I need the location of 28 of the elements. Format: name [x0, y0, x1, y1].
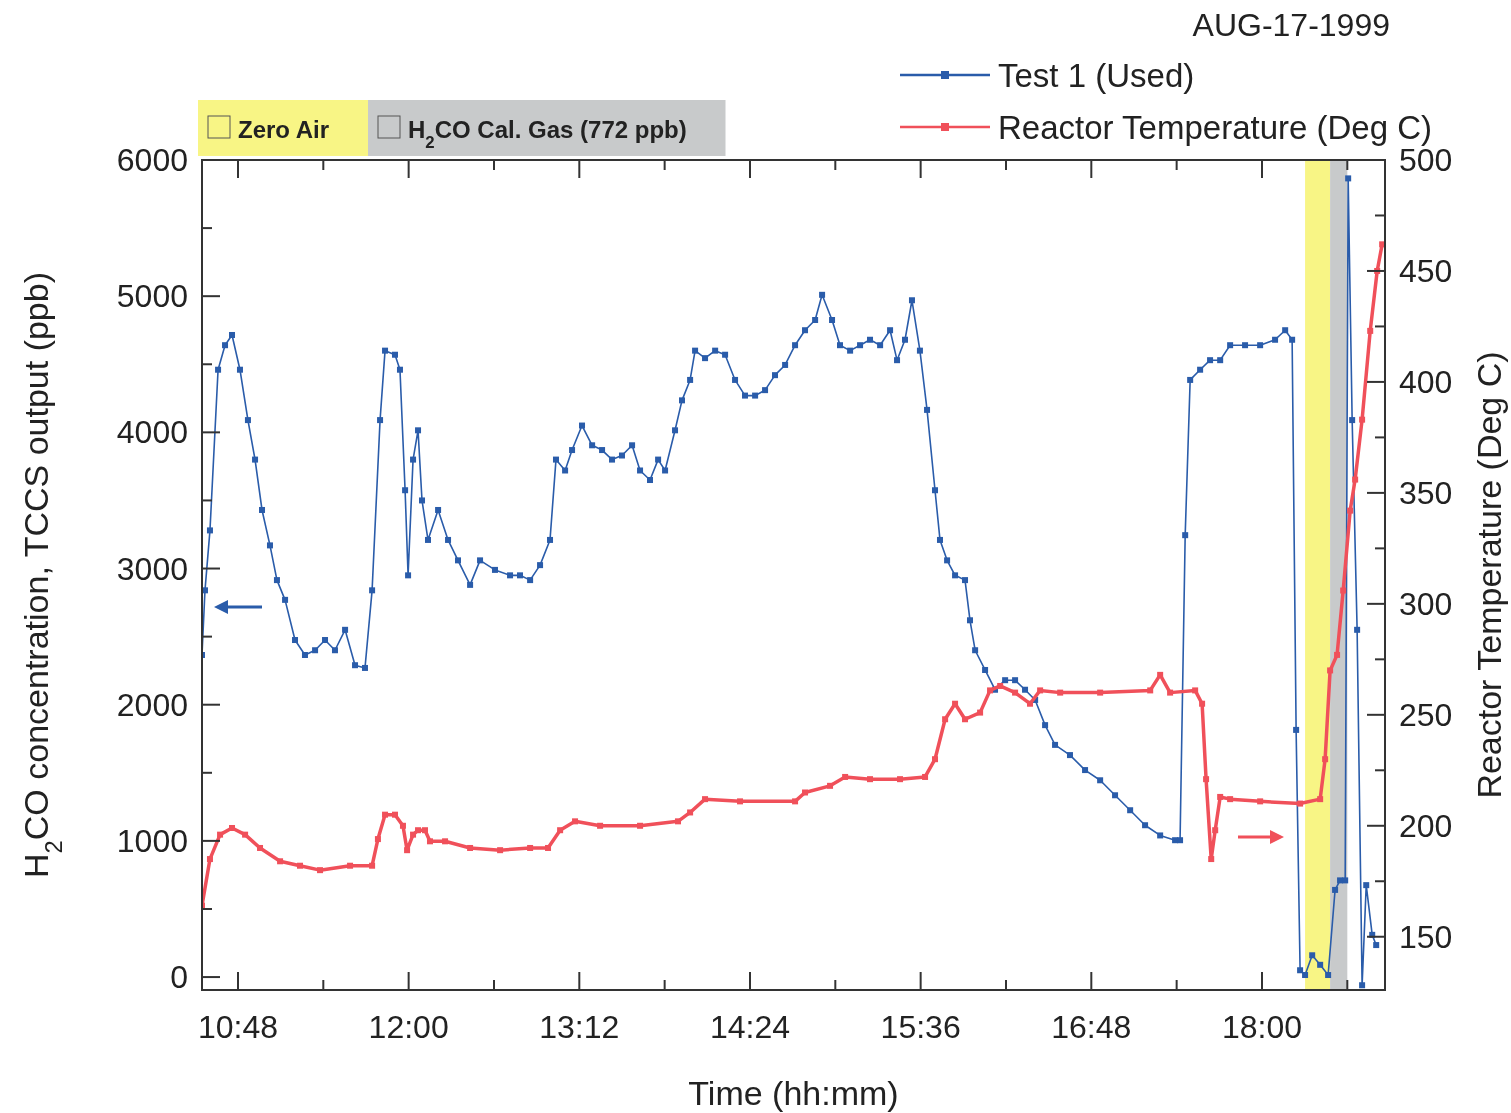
x-tick-label: 13:12 [539, 1009, 620, 1045]
y2-tick-label: 250 [1399, 696, 1453, 733]
x-tick-label: 14:24 [709, 1009, 791, 1045]
y2-tick-label: 200 [1399, 807, 1453, 844]
legend-label: Test 1 (Used) [998, 57, 1195, 94]
y-tick-label: 3000 [116, 550, 188, 587]
x-tick-label: 12:00 [368, 1009, 449, 1045]
y-tick-label: 0 [170, 959, 188, 996]
y2-tick-label: 400 [1399, 363, 1453, 400]
y-tick-label: 1000 [116, 822, 188, 859]
x-axis-title: Time (hh:mm) [688, 1074, 899, 1112]
y-tick-label: 6000 [116, 142, 188, 178]
y-tick-label: 2000 [116, 686, 188, 723]
x-tick-label: 10:48 [197, 1009, 279, 1045]
legend-label: Reactor Temperature (Deg C) [998, 109, 1433, 146]
x-tick-label: 18:00 [1221, 1009, 1303, 1045]
y-tick-label: 5000 [116, 278, 188, 315]
legend-label: H$_{2}$CO Cal. Gas (772 ppb) [408, 116, 687, 152]
y2-tick-label: 450 [1399, 252, 1453, 289]
y2-tick-label: 150 [1399, 918, 1453, 955]
y-tick-label: 4000 [116, 414, 188, 451]
text: AUG-17-1999 [1192, 7, 1390, 43]
y2-axis-title: Reactor Temperature (Deg C) [1470, 351, 1508, 799]
legend-label: Zero Air [238, 116, 330, 143]
x-tick-label: 15:36 [880, 1009, 961, 1045]
y2-tick-label: 300 [1399, 585, 1453, 622]
y2-tick-label: 350 [1399, 474, 1453, 511]
x-tick-label: 16:48 [1051, 1009, 1132, 1045]
